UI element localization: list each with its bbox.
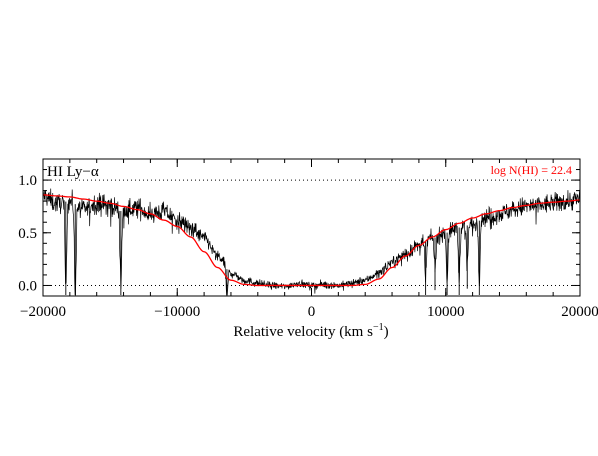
y-tick-label: 1.0 (18, 173, 37, 189)
x-tick-label: 10000 (427, 304, 465, 320)
y-tick-label: 0.0 (18, 278, 37, 294)
x-tick-label: 0 (308, 304, 316, 320)
x-tick-label: −20000 (20, 304, 66, 320)
x-axis-label: Relative velocity (km s−1) (233, 322, 388, 340)
data-series (42, 188, 581, 296)
observed-spectrum-line (42, 188, 581, 296)
x-tick-label: −10000 (154, 304, 200, 320)
reference-lines (43, 179, 580, 286)
x-axis-label-superscript: −1 (373, 322, 384, 333)
model-fit-line (42, 194, 581, 287)
panel-label: HI Ly−α (47, 164, 99, 180)
x-axis-label-end: ) (384, 324, 389, 340)
y-tick-label: 0.5 (18, 226, 37, 242)
x-axis-label-main: Relative velocity (km s (233, 324, 373, 340)
axis-ticks: −20000 −10000 0 10000 20000 0.0 0.5 1.0 (18, 159, 598, 320)
x-tick-label: 20000 (561, 304, 598, 320)
column-density-annotation: log N(HI) = 22.4 (491, 163, 572, 177)
